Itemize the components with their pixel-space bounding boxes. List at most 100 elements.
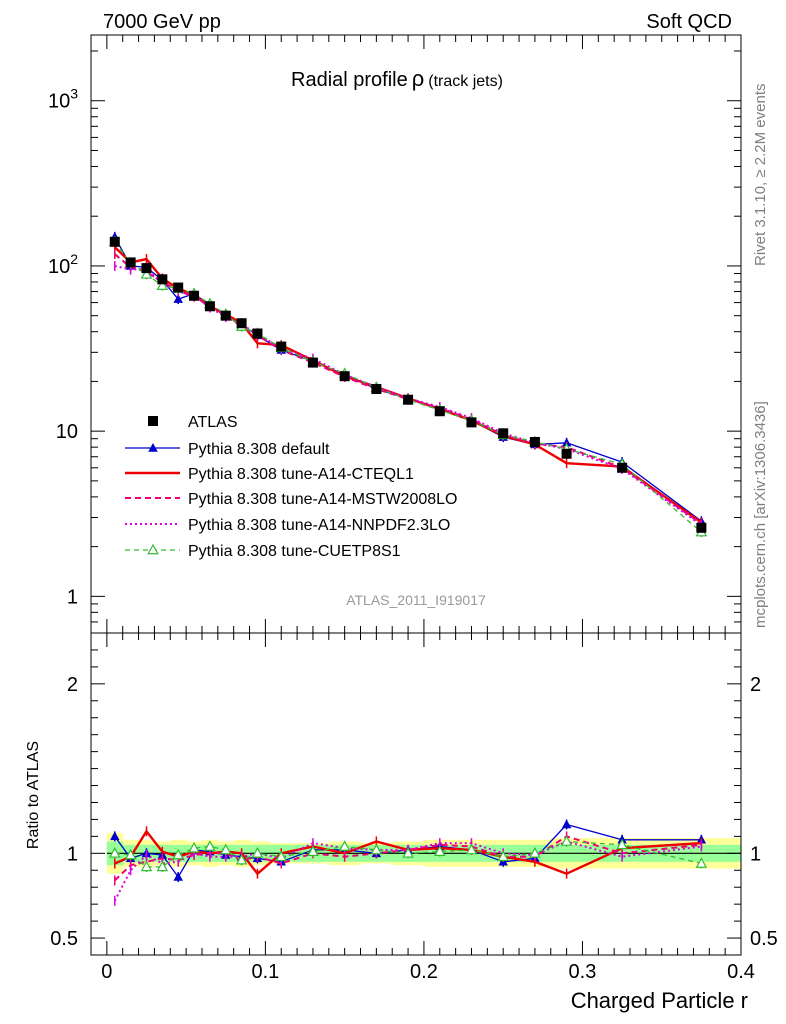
plot-title-suffix: (track jets) (428, 73, 503, 90)
ratio-cuetp8s1-marker (204, 840, 216, 851)
main-atlas-point (403, 394, 414, 405)
main-atlas-point (371, 383, 382, 394)
legend-default-marker (148, 443, 158, 452)
main-atlas-point (696, 522, 707, 533)
ratio-cuetp8s1-marker (529, 847, 541, 858)
ratio-ytick-label-right: 2 (750, 674, 761, 696)
ratio-cuetp8s1-marker (251, 847, 264, 858)
main-atlas-point (189, 290, 200, 301)
mcplots-label: mcplots.cern.ch [arXiv:1306.3436] (752, 401, 769, 628)
main-ytick-label-base: 10 (48, 256, 70, 278)
main-atlas-point (252, 328, 263, 339)
main-nnpdf-line (114, 264, 702, 526)
x-tick-label: 0.1 (251, 961, 279, 983)
ratio-mstw-line (114, 835, 702, 882)
main-plot-marks (109, 231, 708, 538)
ratio-cuetp8s1-marker (370, 843, 383, 855)
header-right: Soft QCD (646, 11, 732, 33)
x-tick-label: 0 (101, 961, 112, 983)
main-ytick-label: 102 (48, 251, 78, 278)
main-atlas-point (109, 236, 120, 247)
ratio-ytick-label-left: 1 (67, 843, 78, 865)
ratio-cuetp8s1-marker (140, 860, 153, 872)
main-atlas-point (307, 357, 318, 368)
x-tick-label: 0.2 (410, 961, 438, 983)
main-atlas-point (617, 462, 628, 473)
ratio-cuetp8s1-marker (497, 850, 509, 862)
ratio-plot-frame (90, 632, 742, 956)
main-ytick-label-exp: 3 (70, 86, 78, 102)
main-atlas-point (125, 257, 136, 268)
ratio-ytick-label-right: 1 (750, 843, 761, 865)
main-default-marker (173, 294, 183, 303)
legend-atlas-label: ATLAS (188, 414, 238, 431)
main-atlas-point (204, 301, 215, 312)
plot-title-main: Radial profile (291, 69, 408, 91)
ratio-plot-panel: 0.5 0.5 1 1 2 2 0 0.1 0.2 0.3 0.4 Ratio to ATLAS C… (25, 632, 778, 1013)
legend-cuetp8s1-marker (147, 543, 159, 555)
legend: ATLAS Pythia 8.308 default Pythia 8.308 tu… (125, 414, 457, 560)
ratio-ytick-label-right: 0.5 (750, 928, 778, 950)
ratio-ytick-label-left: 0.5 (50, 928, 78, 950)
legend-nnpdf-label: Pythia 8.308 tune-A14-NNPDF2.3LO (188, 517, 450, 534)
ratio-cuetp8s1-marker (434, 845, 446, 856)
main-atlas-point (141, 263, 152, 274)
ratio-cuetp8s1-marker (695, 857, 708, 868)
legend-atlas-marker (148, 416, 158, 426)
ratio-default-marker (173, 872, 183, 881)
x-tick-label: 0.3 (569, 961, 597, 983)
ratio-plot-ticks: 0.5 0.5 1 1 2 2 0 0.1 0.2 0.3 0.4 (50, 632, 778, 983)
legend-default-label: Pythia 8.308 default (188, 441, 330, 458)
main-atlas-point (220, 310, 231, 321)
ratio-default-marker (110, 831, 120, 841)
main-ytick-label-exp: 2 (70, 251, 78, 267)
main-cuetp8s1-marker (156, 279, 169, 290)
plot-title: Radial profile ρ (track jets) (291, 66, 503, 91)
main-atlas-point (529, 436, 540, 447)
main-ytick-label-base: 10 (48, 91, 70, 113)
x-axis-label: Charged Particle r (571, 988, 748, 1013)
ratio-plot-marks (106, 819, 742, 906)
main-ytick-label: 10 (56, 421, 78, 443)
ratio-cuetp8s1-marker (219, 843, 232, 855)
ratio-default-marker (561, 819, 572, 829)
ratio-cuetp8s1-marker (188, 841, 200, 853)
ratio-cuetp8s1-marker (338, 840, 351, 851)
main-cuetp8s1-line (114, 241, 702, 533)
ratio-cuetp8s1-marker (307, 845, 319, 856)
main-atlas-point (157, 274, 168, 285)
main-atlas-point (498, 428, 509, 439)
header-left: 7000 GeV pp (103, 11, 221, 33)
ratio-cuetp8s1-marker (616, 838, 628, 850)
ratio-cuetp8s1-marker (465, 843, 478, 855)
ratio-cuetp8s1-marker (560, 835, 573, 846)
main-atlas-point (276, 341, 287, 352)
ratio-cuetp8s1-marker (402, 847, 414, 858)
ratio-cuetp8s1-marker (275, 850, 288, 862)
ratio-ytick-label-left: 2 (67, 674, 78, 696)
plot-title-symbol: ρ (412, 66, 425, 91)
main-atlas-point (236, 318, 247, 329)
ratio-ylabel: Ratio to ATLAS (25, 741, 42, 849)
x-tick-label: 0.4 (727, 961, 755, 983)
legend-cteql1-label: Pythia 8.308 tune-A14-CTEQL1 (188, 466, 414, 483)
ratio-cteql1-line (114, 830, 702, 875)
ratio-cuetp8s1-marker (109, 847, 121, 858)
main-ytick-label: 1 (67, 586, 78, 608)
legend-cuetp8s1-label: Pythia 8.308 tune-CUETP8S1 (188, 543, 401, 560)
main-ytick-label: 103 (48, 86, 78, 113)
legend-mstw-label: Pythia 8.308 tune-A14-MSTW2008LO (188, 491, 457, 508)
analysis-id: ATLAS_2011_I919017 (346, 592, 486, 608)
main-atlas-point (466, 417, 477, 428)
ratio-cuetp8s1-marker (124, 848, 137, 860)
ratio-cuetp8s1-marker (172, 848, 184, 860)
main-atlas-point (173, 282, 184, 293)
main-atlas-point (434, 406, 445, 417)
ratio-cuetp8s1-marker (156, 860, 169, 872)
main-mstw-line (114, 253, 702, 525)
ratio-cuetp8s1-marker (235, 853, 248, 865)
main-atlas-point (561, 448, 572, 459)
